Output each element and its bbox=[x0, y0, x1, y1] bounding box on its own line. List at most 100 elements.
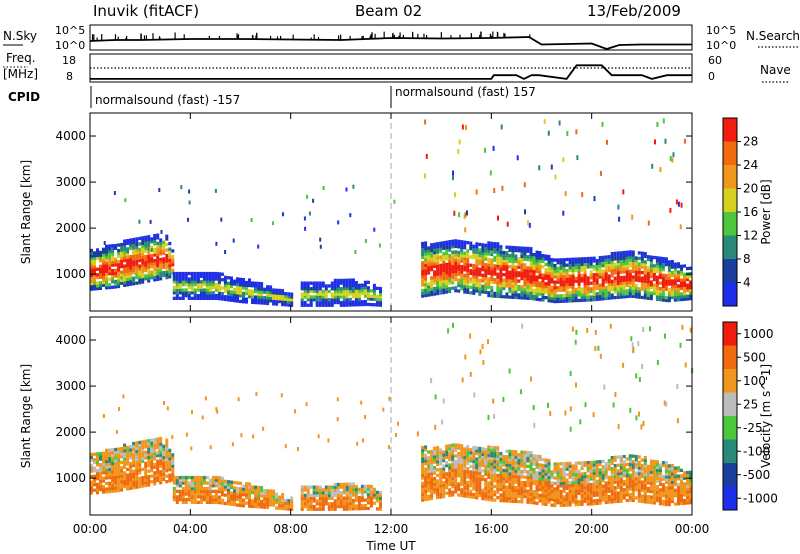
echo-cell bbox=[592, 275, 596, 280]
echo-cell bbox=[336, 482, 340, 487]
echo-cell bbox=[466, 475, 470, 479]
echo-cell bbox=[466, 254, 470, 259]
echo-cell bbox=[90, 265, 93, 269]
echo-cell bbox=[683, 278, 686, 282]
echo-cell bbox=[321, 298, 325, 302]
echo-cell bbox=[90, 463, 93, 468]
echo-cell bbox=[670, 497, 674, 501]
echo-cell bbox=[111, 467, 115, 471]
echo-cell bbox=[138, 267, 142, 271]
echo-cell bbox=[466, 492, 470, 496]
echo-cell bbox=[181, 294, 185, 298]
echo-cell bbox=[196, 277, 200, 281]
echo-cell bbox=[661, 483, 665, 487]
echo-cell bbox=[517, 260, 521, 264]
echo-cell bbox=[147, 243, 151, 247]
echo-cell bbox=[205, 280, 209, 284]
echo-cell bbox=[529, 464, 533, 469]
echo-cell bbox=[312, 295, 316, 299]
echo-cell bbox=[451, 474, 455, 478]
echo-cell bbox=[260, 298, 264, 302]
echo-cell bbox=[493, 280, 497, 284]
echo-cell bbox=[559, 476, 563, 480]
echo-cell bbox=[165, 444, 169, 448]
echo-cell bbox=[469, 478, 473, 482]
echo-cell bbox=[427, 497, 431, 501]
echo-cell bbox=[460, 270, 464, 274]
echo-cell bbox=[99, 465, 102, 470]
echo-cell bbox=[99, 253, 102, 257]
echo-cell bbox=[532, 291, 536, 295]
echo-cell bbox=[156, 467, 160, 472]
echo-cell bbox=[619, 281, 623, 285]
echo-cell bbox=[330, 287, 334, 291]
echo-cell bbox=[319, 244, 322, 249]
echo-cell bbox=[652, 479, 656, 483]
echo-cell bbox=[99, 270, 102, 274]
echo-cell bbox=[193, 294, 197, 298]
echo-cell bbox=[90, 486, 93, 490]
echo-cell bbox=[577, 273, 581, 278]
echo-cell bbox=[502, 264, 506, 268]
echo-cell bbox=[448, 253, 452, 258]
echo-cell bbox=[511, 265, 515, 269]
echo-cell bbox=[655, 487, 659, 492]
echo-cell bbox=[628, 291, 632, 295]
echo-cell bbox=[583, 290, 587, 294]
echo-cell bbox=[658, 281, 662, 285]
echo-cell bbox=[535, 462, 539, 467]
echo-cell bbox=[339, 292, 343, 296]
echo-cell bbox=[433, 482, 437, 486]
echo-cell bbox=[547, 130, 550, 136]
echo-cell bbox=[667, 475, 671, 479]
echo-cell bbox=[454, 192, 456, 198]
echo-cell bbox=[640, 483, 644, 487]
echo-cell bbox=[93, 281, 96, 285]
echo-cell bbox=[135, 457, 139, 462]
echo-cell bbox=[147, 441, 151, 446]
echo-cell bbox=[150, 452, 154, 456]
echo-cell bbox=[245, 300, 248, 304]
echo-cell bbox=[266, 497, 270, 501]
echo-cell bbox=[427, 480, 431, 485]
echo-cell bbox=[211, 294, 215, 298]
echo-cell bbox=[339, 287, 343, 291]
echo-cell bbox=[673, 466, 677, 470]
echo-cell bbox=[144, 244, 148, 248]
echo-cell bbox=[466, 453, 470, 457]
echo-cell bbox=[129, 238, 133, 242]
echo-cell bbox=[348, 284, 352, 288]
echo-cell bbox=[514, 469, 518, 473]
echo-cell bbox=[664, 497, 668, 501]
echo-cell bbox=[187, 296, 191, 300]
echo-cell bbox=[556, 261, 560, 265]
echo-cell bbox=[269, 290, 273, 295]
echo-cell bbox=[460, 240, 464, 244]
echo-cell bbox=[517, 458, 521, 462]
echo-cell bbox=[96, 474, 99, 478]
echo-cell bbox=[614, 392, 617, 397]
echo-cell bbox=[655, 259, 659, 263]
echo-cell bbox=[505, 267, 509, 271]
echo-cell bbox=[336, 289, 340, 294]
echo-cell bbox=[514, 480, 518, 484]
echo-cell bbox=[111, 271, 115, 276]
echo-cell bbox=[592, 292, 596, 296]
echo-cell bbox=[643, 467, 647, 471]
echo-cell bbox=[393, 199, 396, 204]
echo-cell bbox=[114, 483, 118, 488]
echo-cell bbox=[114, 450, 118, 454]
echo-cell bbox=[357, 498, 361, 502]
echo-cell bbox=[541, 485, 545, 490]
echo-cell bbox=[454, 446, 458, 450]
echo-cell bbox=[523, 481, 527, 485]
echo-cell bbox=[649, 500, 653, 505]
echo-cell bbox=[254, 485, 257, 489]
echo-cell bbox=[345, 278, 349, 282]
echo-cell bbox=[336, 417, 339, 422]
echo-cell bbox=[625, 292, 629, 296]
echo-cell bbox=[360, 300, 364, 304]
echo-cell bbox=[284, 292, 288, 296]
echo-cell bbox=[165, 441, 169, 445]
echo-cell bbox=[683, 501, 686, 505]
